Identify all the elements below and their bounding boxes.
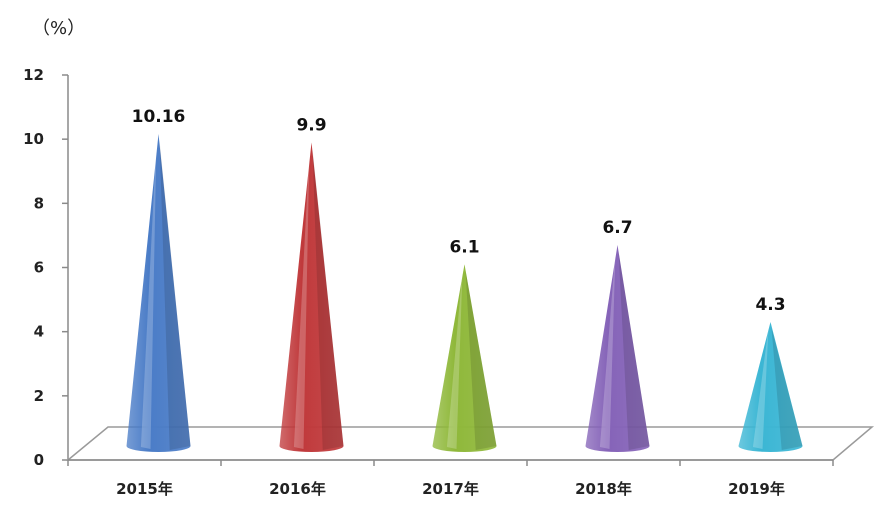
y-tick-label: 8 bbox=[34, 194, 44, 212]
cone-shadow bbox=[465, 270, 497, 450]
cone-highlight bbox=[140, 140, 157, 450]
cone-highlight bbox=[446, 270, 463, 449]
y-tick-label: 4 bbox=[34, 323, 44, 341]
data-label: 6.1 bbox=[449, 237, 479, 257]
x-tick-label: 2017年 bbox=[422, 480, 479, 498]
cone-body bbox=[126, 134, 191, 453]
x-tick-label: 2015年 bbox=[116, 480, 173, 498]
x-tick-label: 2018年 bbox=[575, 480, 632, 498]
cone-highlight bbox=[293, 148, 310, 449]
x-tick-label: 2019年 bbox=[728, 480, 785, 498]
cone-body bbox=[279, 142, 344, 452]
x-tick-label: 2016年 bbox=[269, 480, 326, 498]
y-tick-label: 10 bbox=[23, 130, 44, 148]
cone-body bbox=[585, 245, 650, 452]
cone-shadow bbox=[771, 328, 803, 450]
cone-body bbox=[738, 322, 803, 452]
cone-shadow bbox=[618, 251, 650, 450]
data-label: 9.9 bbox=[296, 115, 326, 135]
y-unit-label: （%） bbox=[32, 18, 86, 39]
y-tick-label: 2 bbox=[34, 387, 44, 405]
data-label: 4.3 bbox=[755, 295, 785, 315]
cone-highlight bbox=[752, 328, 769, 449]
cone-highlight bbox=[599, 251, 616, 449]
cone-bar bbox=[585, 245, 650, 452]
data-label: 10.16 bbox=[132, 107, 186, 127]
data-label: 6.7 bbox=[602, 218, 632, 238]
y-tick-label: 0 bbox=[34, 451, 44, 469]
cone-bar bbox=[279, 142, 344, 452]
y-tick-label: 12 bbox=[23, 66, 44, 84]
cone-shadow bbox=[312, 148, 344, 450]
y-tick-label: 6 bbox=[34, 259, 44, 277]
cone-body bbox=[432, 264, 497, 452]
cone-shadow bbox=[159, 140, 191, 451]
cone-bar bbox=[126, 134, 191, 453]
cone-bar bbox=[432, 264, 497, 452]
cone-bar bbox=[738, 322, 803, 452]
